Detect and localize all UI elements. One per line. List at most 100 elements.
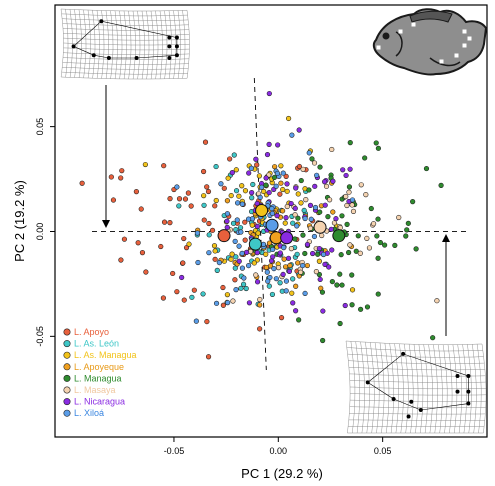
grid-line xyxy=(433,344,438,434)
data-point xyxy=(234,217,240,223)
grid-line xyxy=(177,10,181,79)
data-point xyxy=(255,230,261,236)
data-point xyxy=(274,213,280,219)
data-point xyxy=(224,198,230,204)
data-point xyxy=(309,156,315,162)
data-point xyxy=(160,295,166,301)
y-axis-ticks: -0.05 0.00 0.05 xyxy=(35,118,55,347)
data-point xyxy=(358,306,364,312)
data-point xyxy=(180,260,186,266)
data-point xyxy=(245,216,252,222)
data-point xyxy=(230,298,236,304)
landmark-dot xyxy=(174,35,179,40)
data-point xyxy=(233,254,239,260)
data-point xyxy=(218,181,224,187)
data-point xyxy=(238,285,244,291)
data-point xyxy=(282,264,289,270)
grid-line xyxy=(150,10,154,80)
data-point xyxy=(236,243,242,249)
grid-line xyxy=(186,10,190,79)
data-point xyxy=(216,259,222,266)
data-point xyxy=(110,197,117,203)
grid-line xyxy=(141,10,145,80)
data-point xyxy=(375,216,381,222)
data-point xyxy=(349,287,356,293)
data-point xyxy=(347,242,353,248)
data-point xyxy=(347,140,353,146)
data-point xyxy=(277,250,283,256)
data-point xyxy=(206,220,212,227)
data-point xyxy=(298,200,304,206)
data-point xyxy=(274,170,281,176)
data-point xyxy=(329,146,335,153)
data-point xyxy=(251,260,257,266)
data-point xyxy=(375,255,381,261)
data-point xyxy=(277,191,283,197)
data-point xyxy=(284,188,290,194)
data-point xyxy=(254,250,260,256)
data-point xyxy=(374,233,380,239)
data-point xyxy=(338,252,344,258)
data-point xyxy=(315,251,321,257)
data-point xyxy=(322,261,328,267)
data-point xyxy=(239,250,245,256)
grid-line xyxy=(404,343,409,434)
data-point xyxy=(331,220,338,226)
data-point xyxy=(186,241,192,247)
data-point xyxy=(221,185,227,191)
legend-label: L. Apoyeque xyxy=(74,362,124,372)
data-point xyxy=(185,190,191,196)
data-point xyxy=(334,282,340,288)
data-point xyxy=(249,190,255,196)
data-point xyxy=(285,115,292,122)
data-point xyxy=(283,278,290,284)
grid-line xyxy=(370,342,375,434)
data-point xyxy=(290,276,296,282)
grid-line xyxy=(476,344,482,434)
data-point xyxy=(298,269,304,275)
data-point xyxy=(220,284,226,291)
grid-line xyxy=(350,341,356,434)
data-point xyxy=(322,202,328,208)
data-point xyxy=(200,168,207,175)
grid-line xyxy=(164,10,168,79)
data-point xyxy=(310,250,316,257)
data-point xyxy=(174,184,180,190)
data-point xyxy=(280,271,286,278)
data-point xyxy=(213,163,219,170)
data-point xyxy=(396,214,402,221)
grid-line xyxy=(408,344,414,434)
legend-label: L. As. Managua xyxy=(74,350,137,360)
landmark-dot xyxy=(71,44,76,49)
data-point xyxy=(289,132,295,138)
group-centroid xyxy=(313,220,327,234)
landmark-dot xyxy=(106,55,111,60)
data-point xyxy=(236,258,242,264)
grid-line xyxy=(105,10,109,79)
data-point xyxy=(403,233,409,239)
data-point xyxy=(413,246,419,252)
data-point xyxy=(343,172,349,179)
data-point xyxy=(270,246,276,253)
data-point xyxy=(237,225,244,231)
data-point xyxy=(317,276,323,283)
data-point xyxy=(257,296,263,303)
grid-line xyxy=(155,10,159,79)
data-point xyxy=(254,162,260,168)
data-point xyxy=(253,156,259,162)
data-point xyxy=(214,267,220,273)
data-point xyxy=(266,141,272,147)
data-point xyxy=(301,207,307,214)
grid-line xyxy=(60,8,64,78)
grid-line xyxy=(374,342,380,434)
data-point xyxy=(206,250,212,256)
data-point xyxy=(239,183,245,189)
x-axis-label: PC 1 (29.2 %) xyxy=(241,466,323,481)
data-point xyxy=(344,202,350,209)
data-point xyxy=(300,232,306,238)
data-point xyxy=(337,271,343,277)
data-point xyxy=(138,206,144,212)
data-point xyxy=(248,165,254,171)
data-point xyxy=(343,193,349,200)
landmark-dot xyxy=(167,35,172,40)
